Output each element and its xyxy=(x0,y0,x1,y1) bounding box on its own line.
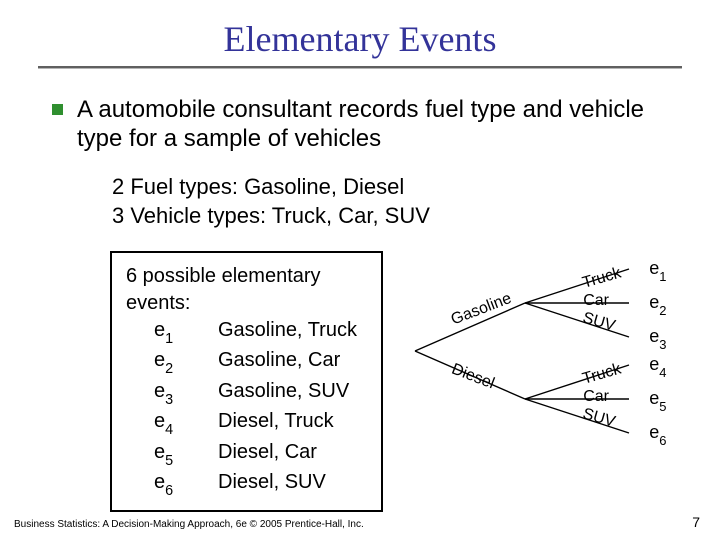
tree-event-label: e2 xyxy=(649,292,666,316)
page-title: Elementary Events xyxy=(0,18,720,60)
square-bullet-icon xyxy=(52,104,63,115)
event-row: e6Diesel, SUV xyxy=(154,469,365,499)
event-key: e4 xyxy=(154,408,218,438)
event-key: e6 xyxy=(154,469,218,499)
tree-event-label: e6 xyxy=(649,422,666,446)
vehicle-types-line: 3 Vehicle types: Truck, Car, SUV xyxy=(112,201,668,231)
events-box: 6 possible elementary events: e1Gasoline… xyxy=(110,251,383,512)
event-key: e2 xyxy=(154,347,218,377)
bullet-text: A automobile consultant records fuel typ… xyxy=(77,95,668,154)
event-value: Diesel, Truck xyxy=(218,408,334,438)
tree-event-label: e3 xyxy=(649,326,666,350)
event-key: e5 xyxy=(154,439,218,469)
tree-event-label: e1 xyxy=(649,258,666,282)
bullet-item: A automobile consultant records fuel typ… xyxy=(52,95,668,154)
tree-event-label: e4 xyxy=(649,354,666,378)
tree-event-label: e5 xyxy=(649,388,666,412)
events-list: e1Gasoline, Trucke2Gasoline, Care3Gasoli… xyxy=(154,317,365,500)
tree-leaf-label: Car xyxy=(583,388,609,406)
event-key: e1 xyxy=(154,317,218,347)
event-row: e1Gasoline, Truck xyxy=(154,317,365,347)
event-row: e3Gasoline, SUV xyxy=(154,378,365,408)
content-row: 6 possible elementary events: e1Gasoline… xyxy=(52,251,668,512)
tree-leaf-label: Car xyxy=(583,292,609,310)
slide-body: A automobile consultant records fuel typ… xyxy=(0,69,720,512)
event-value: Gasoline, Truck xyxy=(218,317,357,347)
slide: Elementary Events A automobile consultan… xyxy=(0,0,720,540)
event-row: e2Gasoline, Car xyxy=(154,347,365,377)
event-row: e5Diesel, Car xyxy=(154,439,365,469)
footer-text: Business Statistics: A Decision-Making A… xyxy=(14,519,364,530)
event-key: e3 xyxy=(154,378,218,408)
page-number: 7 xyxy=(692,514,700,530)
event-value: Diesel, Car xyxy=(218,439,317,469)
event-value: Gasoline, Car xyxy=(218,347,340,377)
fuel-types-line: 2 Fuel types: Gasoline, Diesel xyxy=(112,172,668,202)
title-region: Elementary Events xyxy=(0,0,720,60)
tree-diagram: GasolineDieselTrucke1Care2SUVe3Trucke4Ca… xyxy=(407,251,668,451)
event-row: e4Diesel, Truck xyxy=(154,408,365,438)
sub-info: 2 Fuel types: Gasoline, Diesel 3 Vehicle… xyxy=(112,172,668,231)
event-value: Gasoline, SUV xyxy=(218,378,349,408)
events-heading: 6 possible elementary events: xyxy=(126,263,365,317)
event-value: Diesel, SUV xyxy=(218,469,326,499)
